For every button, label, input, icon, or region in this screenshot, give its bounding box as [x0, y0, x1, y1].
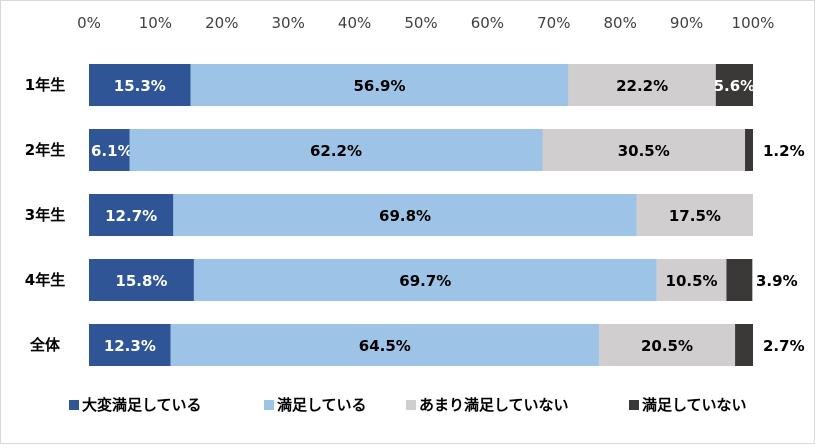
- bar-segment: [656, 259, 727, 301]
- x-tick-label: 70%: [537, 14, 570, 32]
- data-label: 64.5%: [359, 337, 411, 355]
- data-label: 69.7%: [399, 272, 451, 290]
- legend-label: あまり満足していない: [419, 396, 569, 414]
- data-label: 22.2%: [616, 77, 668, 95]
- legend-swatch: [629, 400, 639, 410]
- bar-segment: [636, 194, 753, 236]
- bar-segment: [89, 324, 171, 366]
- data-label: 15.8%: [115, 272, 167, 290]
- x-tick-label: 90%: [670, 14, 703, 32]
- x-tick-label: 80%: [604, 14, 637, 32]
- data-label: 12.3%: [104, 337, 156, 355]
- bar-segment: [745, 129, 753, 171]
- bar-segment: [89, 259, 194, 301]
- data-label: 15.3%: [114, 77, 166, 95]
- bar-segment: [173, 194, 637, 236]
- data-label: 3.9%: [756, 272, 798, 290]
- legend-swatch: [69, 400, 79, 410]
- data-label: 1.2%: [763, 142, 805, 160]
- x-tick-label: 50%: [404, 14, 437, 32]
- data-label: 20.5%: [641, 337, 693, 355]
- bar-segment: [89, 129, 130, 171]
- bar-segment: [190, 64, 569, 106]
- bar-segment: [129, 129, 543, 171]
- x-tick-label: 60%: [471, 14, 504, 32]
- legend-swatch: [264, 400, 274, 410]
- bar-segment: [89, 194, 174, 236]
- data-label: 6.1%: [91, 142, 133, 160]
- data-label: 56.9%: [353, 77, 405, 95]
- x-tick-label: 0%: [77, 14, 101, 32]
- category-label: 全体: [29, 336, 61, 354]
- x-tick-label: 10%: [139, 14, 172, 32]
- x-tick-label: 40%: [338, 14, 371, 32]
- data-label: 12.7%: [105, 207, 157, 225]
- data-label: 10.5%: [666, 272, 718, 290]
- bar-segment: [735, 324, 753, 366]
- data-label: 5.6%: [714, 77, 756, 95]
- x-tick-label: 100%: [732, 14, 775, 32]
- data-label: 69.8%: [379, 207, 431, 225]
- legend-label: 満足していない: [642, 396, 747, 414]
- bar-segment: [193, 259, 657, 301]
- category-label: 2年生: [25, 141, 65, 159]
- legend-swatch: [406, 400, 416, 410]
- bar-segment: [568, 64, 716, 106]
- bar-segment: [170, 324, 599, 366]
- category-label: 1年生: [25, 76, 65, 94]
- data-label: 17.5%: [669, 207, 721, 225]
- bar-segment: [598, 324, 736, 366]
- bar-segment: [726, 259, 753, 301]
- legend-label: 大変満足している: [82, 396, 202, 414]
- legend-label: 満足している: [277, 396, 367, 414]
- x-tick-label: 30%: [272, 14, 305, 32]
- bar-segment: [715, 64, 753, 106]
- bar-segment: [542, 129, 746, 171]
- category-label: 4年生: [25, 271, 65, 289]
- bar-segment: [89, 64, 191, 106]
- data-label: 30.5%: [618, 142, 670, 160]
- category-label: 3年生: [25, 206, 65, 224]
- x-tick-label: 20%: [205, 14, 238, 32]
- data-label: 62.2%: [310, 142, 362, 160]
- data-label: 2.7%: [763, 337, 805, 355]
